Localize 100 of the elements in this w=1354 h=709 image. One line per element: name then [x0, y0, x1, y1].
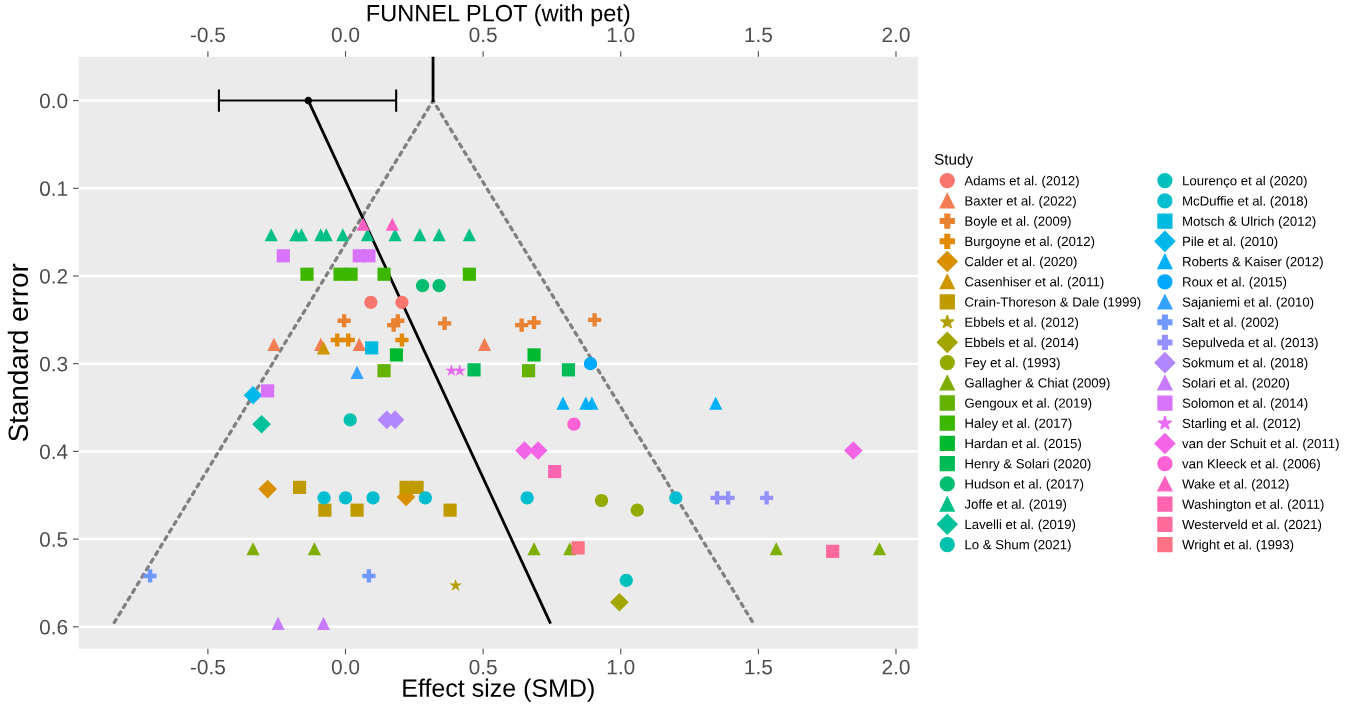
legend-label: Washington et al. (2011) [1182, 499, 1324, 512]
legend-label: Roux et al. (2015) [1183, 276, 1287, 290]
legend-label: Roberts & Kaiser (2012) [1183, 256, 1323, 269]
point [443, 503, 457, 517]
legend-label: van der Schuit et al. (2011) [1182, 438, 1339, 451]
point [317, 491, 331, 505]
point [413, 228, 427, 242]
point [594, 493, 609, 508]
point [356, 217, 370, 231]
point [669, 491, 683, 505]
point [391, 314, 405, 328]
legend-label: Henry & Solari (2020) [965, 458, 1091, 472]
point [350, 365, 364, 380]
legend-label: Adams et al. (2012) [964, 175, 1079, 188]
legend-label: Sajaniemi et al. (2010) [1182, 297, 1314, 310]
point [567, 417, 581, 431]
point [364, 295, 378, 309]
point [300, 267, 314, 281]
point [844, 441, 863, 460]
legend-label: Wake et al. (2012) [1182, 478, 1289, 492]
point [415, 279, 430, 293]
point [343, 413, 357, 427]
y-tick-label: 0.4 [39, 444, 68, 460]
point [610, 592, 629, 612]
legend-label: Gallagher & Chiat (2009) [965, 377, 1110, 391]
point [721, 491, 735, 505]
point [527, 348, 541, 362]
point [377, 364, 391, 378]
point [341, 333, 355, 347]
point [432, 228, 446, 242]
point [410, 480, 424, 494]
point [307, 542, 321, 556]
x2-tick-label: -0.5 [190, 27, 225, 43]
point [515, 441, 534, 460]
point [360, 228, 375, 242]
point [769, 542, 783, 556]
legend-title: Study [934, 153, 974, 168]
point [319, 228, 333, 242]
x2-axis-title: FUNNEL PLOT (with pet) [367, 4, 630, 27]
point [571, 541, 585, 555]
point [477, 337, 492, 351]
legend-label: Wright et al. (1993) [1182, 539, 1294, 552]
x2-tick-label: 1.0 [607, 27, 635, 43]
point [336, 228, 350, 242]
point [395, 333, 409, 347]
y-tick-label: 0.5 [39, 532, 68, 547]
point [389, 348, 404, 362]
legend-label: Boyle et al. (2009) [965, 216, 1071, 229]
point [338, 491, 353, 505]
x-tick-label: 2.0 [882, 659, 910, 675]
point [462, 267, 476, 281]
point [294, 228, 309, 242]
legend-label: Sepulveda et al. (2013) [1182, 337, 1318, 350]
point [264, 228, 278, 242]
point [350, 503, 364, 517]
legend-label: Gengoux et al. (2019) [965, 398, 1092, 411]
legend-label: Fey et al. (1993) [965, 357, 1060, 370]
point [462, 228, 476, 242]
point [267, 337, 281, 351]
legend-label: Motsch & Ulrich (2012) [1183, 216, 1316, 229]
point [709, 396, 723, 410]
point [337, 314, 351, 328]
point [515, 318, 529, 332]
legend-label: Sokmum et al. (2018) [1182, 357, 1308, 370]
x2-tick-label: 1.5 [745, 27, 772, 43]
point [246, 542, 260, 556]
legend-label: Burgoyne et al. (2012) [965, 236, 1095, 249]
point [377, 267, 391, 281]
legend-label: van Kleeck et al. (2006) [1182, 458, 1320, 472]
point [453, 364, 466, 377]
legend-label: McDuffie et al. (2018) [1183, 195, 1308, 209]
x-tick-label: -0.5 [190, 659, 225, 675]
point [258, 479, 277, 499]
point [362, 249, 376, 263]
legend-label: Ebbels et al. (2014) [965, 337, 1079, 350]
legend-label: Solari et al. (2020) [1182, 377, 1290, 391]
point [418, 491, 432, 505]
point [316, 616, 331, 630]
point [143, 569, 157, 583]
point [316, 341, 331, 355]
legend-label: Joffe et al. (2019) [964, 499, 1067, 512]
point [521, 364, 536, 378]
point [588, 313, 602, 327]
point [388, 228, 402, 242]
point [438, 316, 452, 330]
point [362, 569, 376, 583]
x2-tick-label: 0.0 [331, 27, 360, 43]
point [583, 357, 598, 371]
y-tick-label: 0.0 [39, 93, 68, 109]
legend-label: Starling et al. (2012) [1182, 418, 1301, 431]
point [445, 364, 458, 377]
legend-label: Solomon et al. (2014) [1182, 398, 1308, 411]
point [366, 491, 380, 505]
legend-label: Hudson et al. (2017) [965, 478, 1084, 492]
x2-tick-label: 2.0 [882, 27, 910, 43]
y-tick-label: 0.2 [39, 268, 68, 284]
point [826, 544, 840, 558]
point [318, 503, 332, 517]
point [449, 579, 462, 591]
point [243, 385, 263, 405]
